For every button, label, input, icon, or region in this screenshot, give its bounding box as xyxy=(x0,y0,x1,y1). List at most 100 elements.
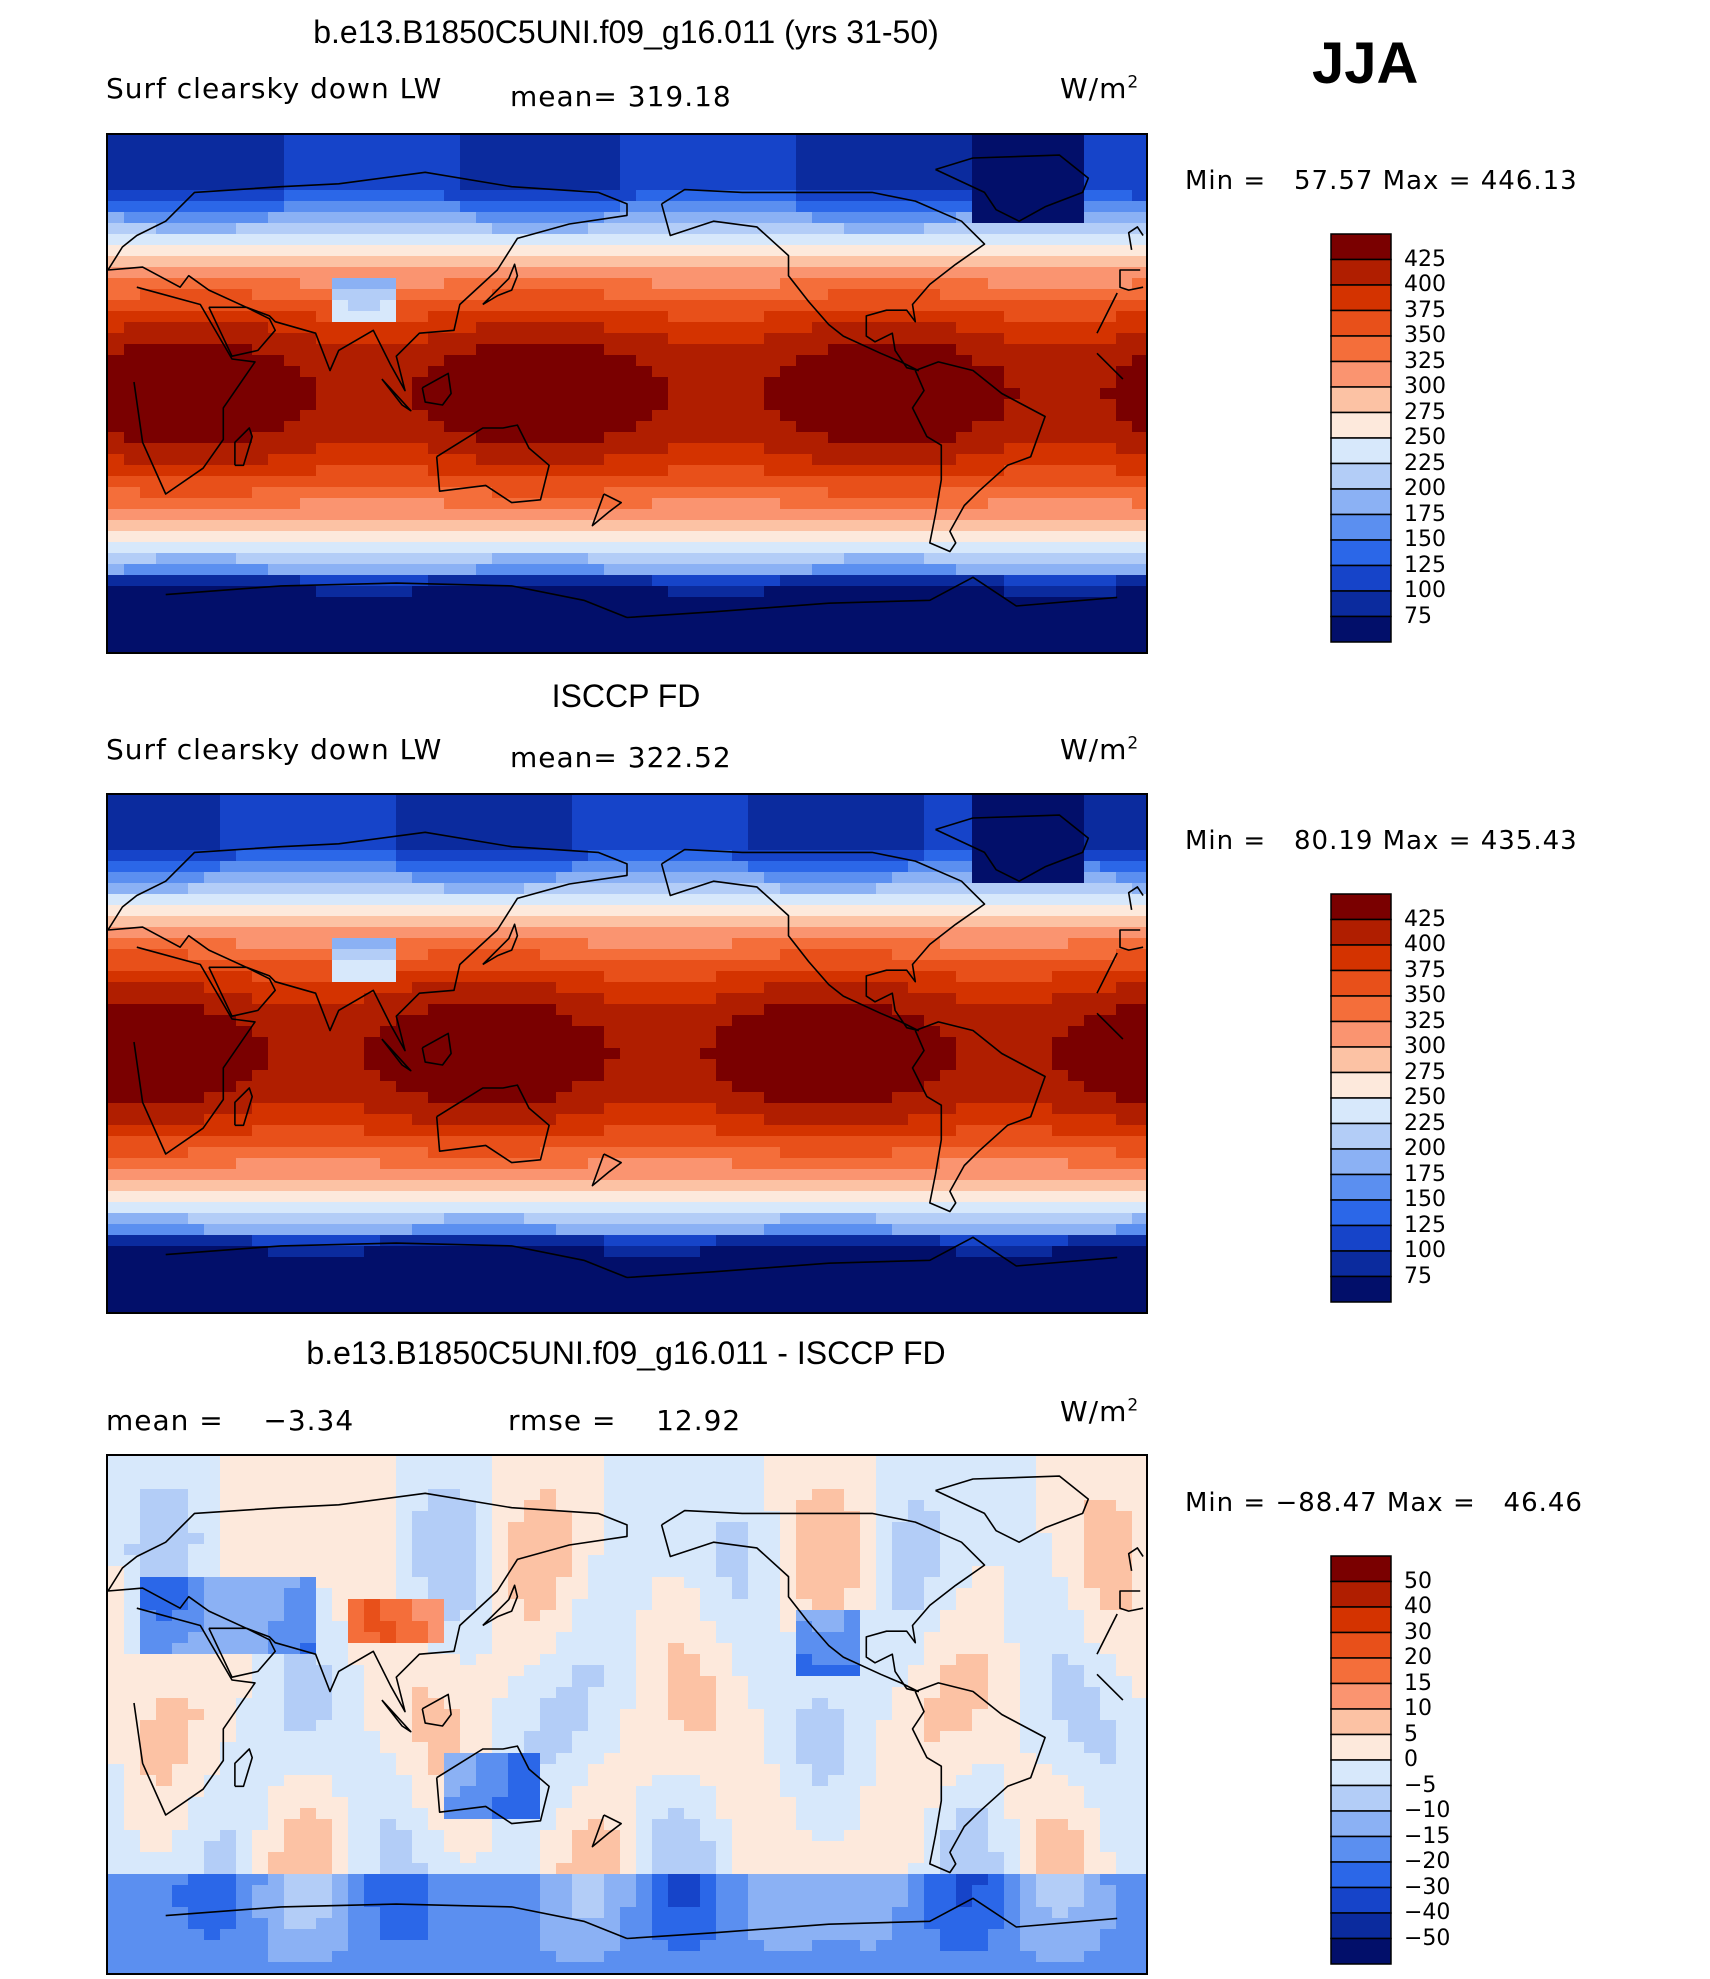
colorbar-swatch xyxy=(1330,564,1392,592)
colorbar-tick-label: 20 xyxy=(1404,1645,1432,1670)
colorbar-swatch xyxy=(1330,462,1392,490)
colorbar-swatch xyxy=(1330,1224,1392,1252)
colorbar-tick-label: 175 xyxy=(1404,501,1446,527)
panel-1-minmax: Min = 57.57 Max = 446.13 xyxy=(1185,166,1578,196)
panel-3-minmax: Min = −88.47 Max = 46.46 xyxy=(1185,1488,1583,1518)
colorbar-swatch xyxy=(1330,893,1392,921)
colorbar-swatch xyxy=(1330,411,1392,439)
coastline xyxy=(208,1627,276,1678)
colorbar-swatch xyxy=(1330,488,1392,516)
colorbar-tick-label: 375 xyxy=(1404,957,1446,983)
coastline xyxy=(626,1236,1118,1279)
coastline xyxy=(435,424,550,504)
coastline xyxy=(591,1153,623,1187)
coastline xyxy=(435,1745,550,1825)
colorbar-tick-label: −15 xyxy=(1404,1823,1451,1849)
colorbar-tick-label: 250 xyxy=(1404,425,1446,450)
coastline xyxy=(1096,1012,1124,1040)
panel-3-units-label: W/m2 xyxy=(1060,1395,1140,1428)
coastline xyxy=(165,1242,628,1279)
colorbar-tick-label: 200 xyxy=(1404,476,1446,501)
coastline xyxy=(435,1084,550,1164)
colorbar-swatch xyxy=(1330,1173,1392,1201)
coastline xyxy=(591,493,623,527)
colorbar-tick-label: 0 xyxy=(1404,1747,1418,1772)
colorbar-swatch xyxy=(1330,284,1392,312)
colorbar-tick-label: 100 xyxy=(1404,578,1446,603)
coastline xyxy=(626,1897,1118,1940)
coastline xyxy=(165,582,628,619)
colorbar-swatch xyxy=(1330,1835,1392,1863)
coastline xyxy=(911,361,1046,553)
coastline xyxy=(234,1087,253,1127)
colorbar-swatch xyxy=(1330,1733,1392,1761)
colorbar-tick-label: 15 xyxy=(1404,1670,1432,1696)
panel-2-variable-label: Surf clearsky down LW xyxy=(106,733,443,766)
colorbar-tick-label: 350 xyxy=(1404,323,1446,348)
colorbar-swatch xyxy=(1330,233,1392,261)
panel-2-map xyxy=(106,793,1148,1314)
panel-1-map xyxy=(106,133,1148,654)
panel-1-units-label: W/m2 xyxy=(1060,72,1140,105)
panel-1-mean-label: mean= 319.18 xyxy=(510,80,732,113)
coastline xyxy=(421,1032,452,1066)
colorbar-swatch xyxy=(1330,1071,1392,1099)
panel-3-mean-label: mean = −3.34 xyxy=(106,1404,355,1437)
colorbar-swatch xyxy=(1330,513,1392,541)
colorbar-tick-label: 5 xyxy=(1404,1721,1418,1747)
panel-3-map xyxy=(106,1454,1148,1975)
colorbar-tick-label: −10 xyxy=(1404,1798,1451,1823)
colorbar-swatch xyxy=(1330,1810,1392,1838)
coastlines xyxy=(108,814,1144,1279)
season-label: JJA xyxy=(1312,31,1419,96)
colorbar-tick-label: 175 xyxy=(1404,1161,1446,1187)
colorbar-swatch xyxy=(1330,944,1392,972)
coastline xyxy=(381,1038,412,1072)
coastline xyxy=(421,1693,452,1727)
coastline xyxy=(660,1509,986,1693)
colorbar-tick-label: 200 xyxy=(1404,1136,1446,1161)
coastline xyxy=(1127,886,1144,911)
colorbar-tick-label: 225 xyxy=(1404,450,1446,476)
colorbar-swatch xyxy=(1330,1097,1392,1125)
coastline xyxy=(208,306,276,357)
colorbar-tick-label: 250 xyxy=(1404,1085,1446,1110)
colorbar-tick-label: −40 xyxy=(1404,1900,1451,1925)
colorbar-swatch xyxy=(1330,1275,1392,1303)
colorbar-tick-label: 425 xyxy=(1404,906,1446,932)
coastline xyxy=(482,923,519,966)
colorbar-swatch xyxy=(1330,1046,1392,1074)
colorbar-swatch xyxy=(1330,258,1392,286)
coastline xyxy=(1127,226,1144,251)
colorbar-swatch xyxy=(1330,969,1392,997)
colorbar-tick-label: 125 xyxy=(1404,552,1446,578)
coastline xyxy=(1096,352,1124,380)
coastline xyxy=(482,263,519,306)
colorbar-tick-label: 400 xyxy=(1404,932,1446,957)
coastline xyxy=(133,286,256,495)
colorbar-tick-label: 10 xyxy=(1404,1696,1432,1721)
colorbar-swatch xyxy=(1330,1708,1392,1736)
coastline xyxy=(234,1748,253,1788)
colorbar-swatch xyxy=(1330,1912,1392,1940)
colorbar-swatch xyxy=(1330,615,1392,643)
colorbar-swatch xyxy=(1330,1580,1392,1608)
colorbar-tick-label: 150 xyxy=(1404,1187,1446,1212)
colorbar-swatch xyxy=(1330,918,1392,946)
coastline xyxy=(482,1584,519,1627)
panel-1-variable-label: Surf clearsky down LW xyxy=(106,72,443,105)
colorbar-swatch xyxy=(1330,1199,1392,1227)
colorbar-swatch xyxy=(1330,539,1392,567)
map-field xyxy=(108,795,1146,1312)
coastline xyxy=(165,1903,628,1940)
coastline xyxy=(108,1492,628,1713)
coastline xyxy=(1119,269,1144,291)
colorbar-swatch xyxy=(1330,1606,1392,1634)
colorbar-swatch xyxy=(1330,386,1392,414)
coastline xyxy=(935,154,1090,222)
coastlines xyxy=(108,1475,1144,1940)
colorbar-tick-label: −20 xyxy=(1404,1849,1451,1874)
colorbar-tick-label: 75 xyxy=(1404,1263,1432,1289)
colorbar-tick-label: −30 xyxy=(1404,1874,1451,1900)
colorbar-swatch xyxy=(1330,590,1392,618)
